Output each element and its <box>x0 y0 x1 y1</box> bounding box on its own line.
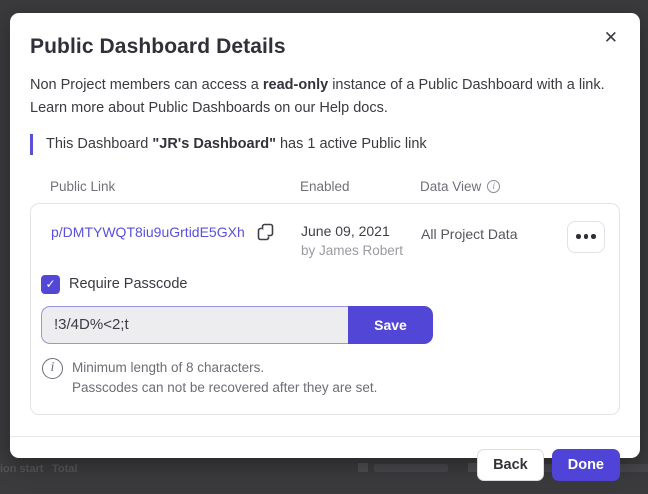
note-dashboard-name: "JR's Dashboard" <box>152 136 276 153</box>
intro-text-part2: instance of a Public Dashboard with a li… <box>328 77 605 93</box>
table-header: Public Link Enabled Data View i <box>30 179 620 194</box>
intro-text-part3: Learn more about Public Dashboards on ou… <box>30 100 388 117</box>
public-dashboard-details-modal: ✕ Public Dashboard Details Non Project m… <box>10 13 640 482</box>
column-header-public-link: Public Link <box>50 178 116 194</box>
done-button[interactable]: Done <box>551 449 620 482</box>
intro-text-part1: Non Project members can access a <box>30 77 263 93</box>
close-icon[interactable]: ✕ <box>600 25 622 50</box>
dashboard-note: This Dashboard "JR's Dashboard" has 1 ac… <box>30 134 620 155</box>
more-options-icon <box>576 234 596 239</box>
passcode-hint-line1: Minimum length of 8 characters. <box>72 359 265 375</box>
page-title: Public Dashboard Details <box>30 35 286 58</box>
public-link-card: p/DMTYWQT8iu9uGrtidE5GXh June 09, 2021 b… <box>30 202 620 416</box>
passcode-input-group: Save <box>41 305 433 344</box>
passcode-input[interactable] <box>41 305 348 344</box>
note-part1: This Dashboard <box>46 136 153 153</box>
background-fragment-text: Total <box>52 463 78 475</box>
enabled-by: by James Robert <box>301 242 404 258</box>
info-icon: i <box>42 357 63 379</box>
data-view-value: All Project Data <box>421 225 518 242</box>
more-options-button[interactable] <box>567 220 605 253</box>
modal-footer: Back Done <box>10 436 640 494</box>
note-part2: has 1 active Public link <box>275 136 427 153</box>
column-header-enabled: Enabled <box>300 178 350 194</box>
save-button[interactable]: Save <box>348 305 433 344</box>
passcode-hint-line2: Passcodes can not be recovered after the… <box>72 379 378 395</box>
require-passcode-checkbox[interactable]: ✓ <box>41 274 60 294</box>
back-button[interactable]: Back <box>477 449 544 482</box>
public-link-url[interactable]: p/DMTYWQT8iu9uGrtidE5GXh <box>51 223 245 240</box>
intro-text: Non Project members can access a read-on… <box>30 74 620 120</box>
intro-text-bold: read-only <box>262 77 329 93</box>
public-link-row: p/DMTYWQT8iu9uGrtidE5GXh June 09, 2021 b… <box>31 204 619 267</box>
copy-icon <box>257 223 274 241</box>
data-view-info-icon[interactable]: i <box>487 179 501 193</box>
background-fragment-text: ion start <box>0 463 44 475</box>
require-passcode-label: Require Passcode <box>69 276 188 293</box>
background-legend-item <box>358 463 448 472</box>
column-header-data-view: Data View <box>420 178 482 194</box>
enabled-date: June 09, 2021 <box>301 222 390 239</box>
copy-link-button[interactable] <box>255 221 276 243</box>
